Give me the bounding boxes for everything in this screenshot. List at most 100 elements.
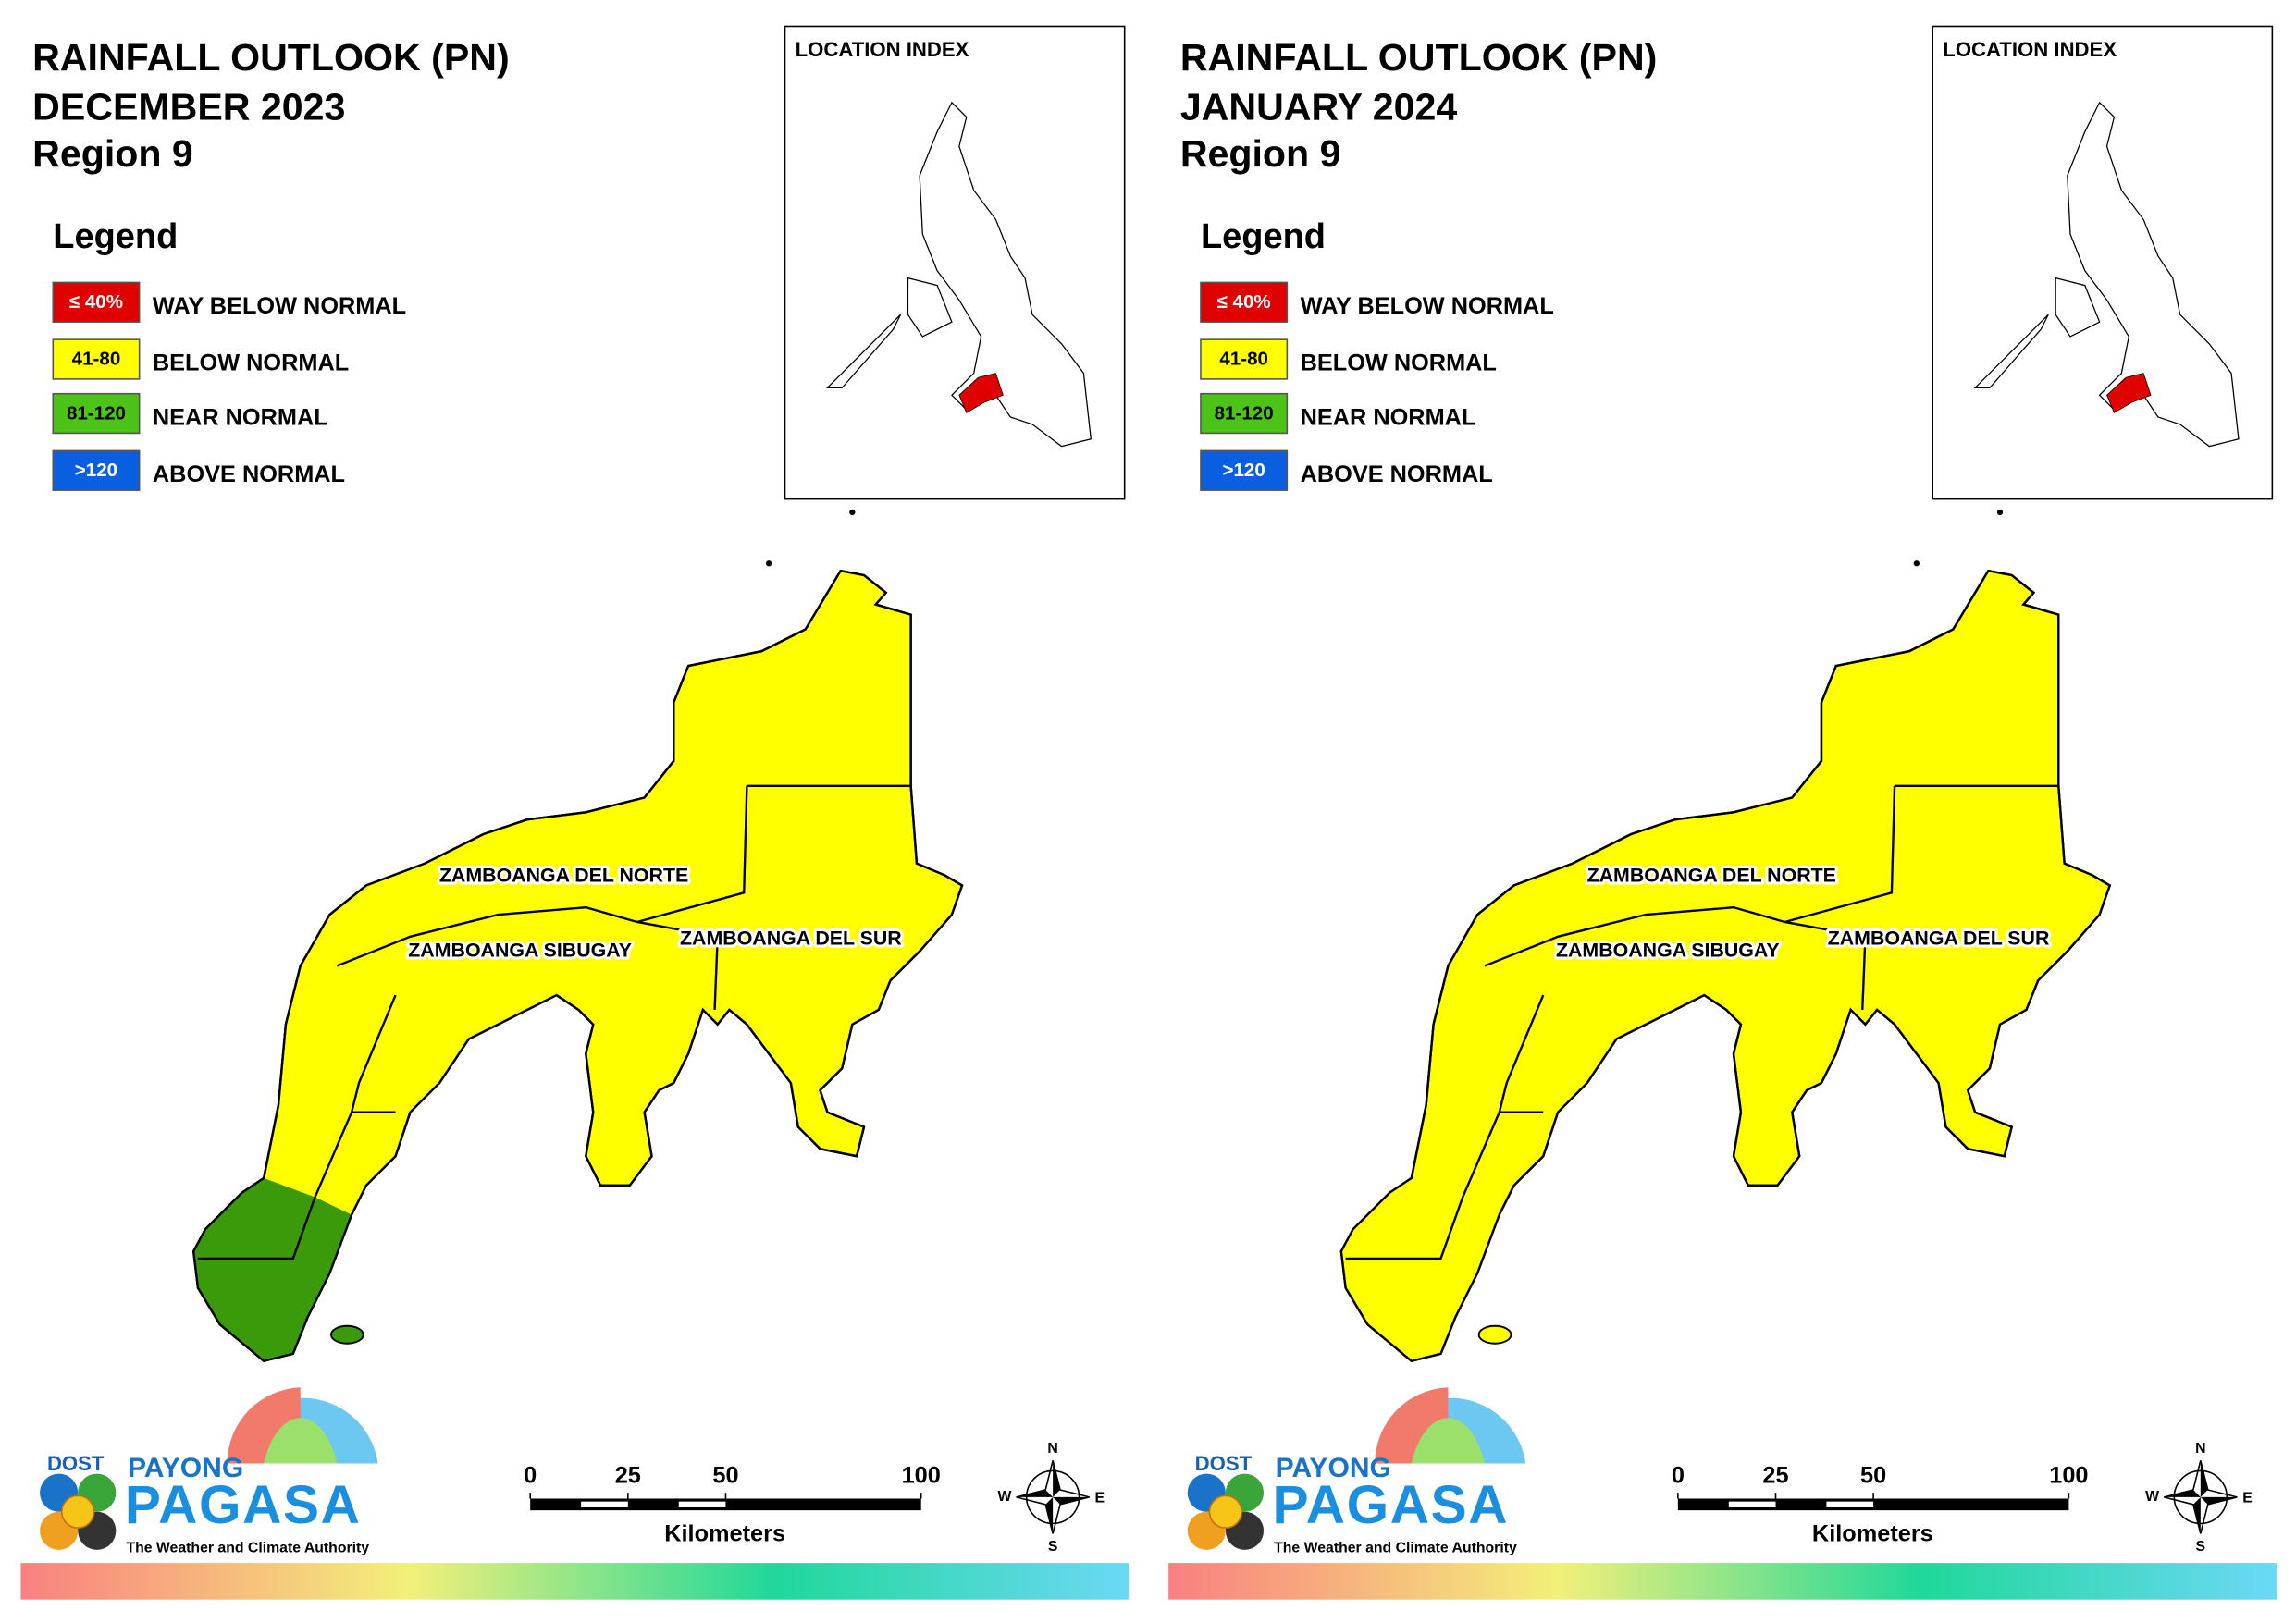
logo-seal	[60, 1494, 95, 1529]
southwest-zone	[1340, 1177, 1500, 1361]
scale-label: 50	[712, 1462, 738, 1488]
islet	[1996, 509, 2004, 516]
legend-label: BELOW NORMAL	[1301, 350, 1497, 376]
province-boundary	[197, 994, 397, 1260]
province-label: ZAMBOANGA SIBUGAY	[408, 939, 632, 961]
scale-label: 100	[902, 1462, 941, 1488]
legend-range: ≤ 40%	[1217, 291, 1271, 313]
logo-agency: DOST	[1195, 1452, 1253, 1475]
province-boundary	[636, 785, 748, 924]
region-outline	[1339, 569, 2112, 1363]
logo-tagline: The Weather and Climate Authority	[1274, 1540, 1517, 1555]
province-label: ZAMBOANGA DEL NORTE	[439, 865, 688, 887]
location-index-map	[1973, 101, 2240, 448]
scale-unit: Kilometers	[664, 1521, 785, 1547]
title-line: RAINFALL OUTLOOK (PN)	[32, 36, 510, 79]
legend-swatch	[52, 281, 141, 323]
legend-swatch	[52, 449, 141, 491]
panel: RAINFALL OUTLOOK (PN) DECEMBER 2023Region…	[20, 25, 1129, 1600]
compass-letter: E	[1095, 1491, 1105, 1506]
legend-range: >120	[1222, 460, 1265, 481]
color-band	[20, 1563, 1129, 1600]
province-boundary	[1345, 994, 1545, 1260]
legend-range: 41-80	[1219, 349, 1268, 370]
compass-letter: W	[997, 1489, 1011, 1505]
scale-bar	[581, 1501, 628, 1507]
location-index-highlight	[2106, 373, 2152, 413]
compass-ring	[2173, 1469, 2228, 1525]
legend-label: WAY BELOW NORMAL	[153, 293, 406, 319]
location-index-highlight	[958, 373, 1004, 413]
province-label: ZAMBOANGA DEL NORTE	[1587, 865, 1836, 887]
legend-range: 41-80	[72, 349, 121, 370]
province-boundary	[1784, 785, 1896, 924]
logo-name: PAGASA	[1273, 1475, 1510, 1535]
location-index-title: LOCATION INDEX	[1943, 38, 2117, 61]
islet	[849, 509, 856, 516]
legend-label: ABOVE NORMAL	[153, 461, 345, 487]
title-line: RAINFALL OUTLOOK (PN)	[1180, 36, 1658, 79]
logo-seal	[1208, 1494, 1243, 1529]
legend-swatch	[52, 392, 141, 435]
scale-unit: Kilometers	[1812, 1521, 1933, 1547]
legend-range: 81-120	[67, 402, 126, 424]
province-label: ZAMBOANGA DEL SUR	[1828, 928, 2050, 950]
scale-label: 25	[1762, 1462, 1788, 1488]
compass-letter: E	[2242, 1491, 2253, 1506]
legend-range: 81-120	[1215, 402, 1274, 424]
color-band	[1168, 1563, 2277, 1600]
legend-range: >120	[75, 460, 117, 481]
location-index-map	[825, 101, 1092, 448]
location-index-title: LOCATION INDEX	[796, 38, 969, 61]
panel: RAINFALL OUTLOOK (PN) JANUARY 2024Region …	[1168, 25, 2277, 1600]
legend-label: WAY BELOW NORMAL	[1301, 293, 1554, 319]
compass-letter: S	[1048, 1539, 1058, 1555]
province-boundary	[336, 905, 719, 1010]
title-line: Region 9	[32, 132, 193, 175]
legend-swatch	[52, 338, 141, 380]
scale-label: 25	[615, 1462, 641, 1488]
region-outline	[191, 569, 964, 1363]
logo-umbrella	[1411, 1418, 1485, 1464]
scale-label: 0	[524, 1462, 537, 1488]
legend-label: BELOW NORMAL	[153, 350, 349, 376]
province-boundary	[1484, 905, 1867, 1010]
legend-swatch	[1200, 281, 1289, 323]
legend-title: Legend	[1201, 217, 1326, 256]
legend-label: ABOVE NORMAL	[1301, 461, 1493, 487]
legend-label: NEAR NORMAL	[153, 404, 328, 430]
island	[1477, 1324, 1512, 1345]
compass-ring	[1025, 1469, 1080, 1525]
logo-tagline: The Weather and Climate Authority	[126, 1540, 369, 1555]
scale-bar	[1728, 1501, 1776, 1507]
title-line: JANUARY 2024	[1180, 86, 1458, 129]
logo-umbrella	[264, 1418, 338, 1464]
islet	[765, 560, 772, 567]
province-label: ZAMBOANGA DEL SUR	[680, 928, 902, 950]
compass-letter: N	[1047, 1441, 1057, 1457]
logo-brand: PAYONG	[128, 1453, 243, 1483]
compass-letter: N	[2195, 1441, 2205, 1457]
logo-agency: DOST	[47, 1452, 105, 1475]
southwest-zone	[193, 1177, 352, 1361]
scale-bar	[678, 1501, 726, 1507]
legend-label: NEAR NORMAL	[1301, 404, 1476, 430]
scale-label: 50	[1860, 1462, 1886, 1488]
legend-swatch	[1200, 392, 1289, 435]
compass-letter: W	[2145, 1489, 2159, 1505]
legend-range: ≤ 40%	[69, 291, 123, 313]
scale-label: 100	[2049, 1462, 2088, 1488]
scale-label: 0	[1672, 1462, 1685, 1488]
logo-name: PAGASA	[125, 1475, 362, 1535]
title-line: Region 9	[1180, 132, 1341, 175]
compass-letter: S	[2196, 1539, 2206, 1555]
island	[330, 1324, 364, 1345]
legend-swatch	[1200, 338, 1289, 380]
legend-swatch	[1200, 449, 1289, 491]
title-line: DECEMBER 2023	[32, 86, 345, 129]
scale-bar	[1826, 1501, 1874, 1507]
islet	[1913, 560, 1920, 567]
legend-title: Legend	[53, 217, 178, 256]
logo-brand: PAYONG	[1276, 1453, 1391, 1483]
